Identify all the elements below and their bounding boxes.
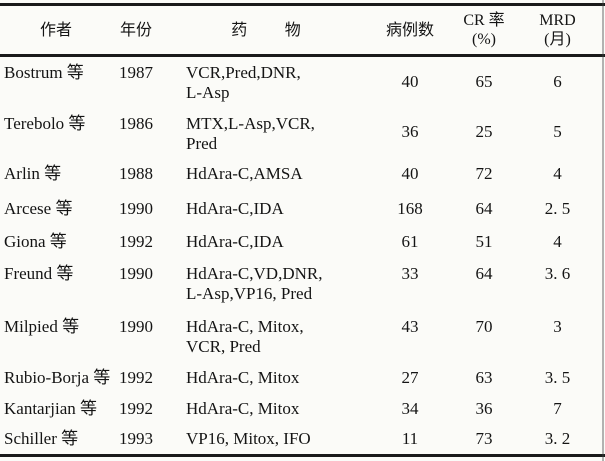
author-cell: Terebolo 等 <box>4 113 86 133</box>
year-cell: 1993 <box>119 429 153 449</box>
drugs-cell: HdAra-C,AMSA <box>160 156 372 192</box>
drug-line: L-Asp,VP16, Pred <box>186 283 313 303</box>
year-cell: 1992 <box>119 231 153 251</box>
drug-line: VCR,Pred,DNR, <box>186 63 301 82</box>
cases-cell: 36 <box>401 121 419 141</box>
table-body: Bostrum 等 1987 VCR,Pred,DNR, L-Asp 40 65 … <box>0 56 605 456</box>
drug-line: HdAra-C, Mitox, <box>186 316 304 336</box>
drug-line: MTX,L-Asp,VCR, <box>186 113 315 133</box>
author-cell: Freund 等 <box>4 263 74 283</box>
cr-rate-cell: 72 <box>475 163 493 183</box>
cases-cell: 27 <box>401 367 419 387</box>
drug-line: Pred <box>186 133 218 153</box>
author-cell: Schiller 等 <box>4 429 79 449</box>
mrd-cell: 3. 5 <box>544 367 571 387</box>
drug-line: HdAra-C,AMSA <box>186 163 303 183</box>
col-header-mrd-line2: (月) <box>544 31 571 48</box>
col-header-mrd-line1: MRD <box>539 12 576 29</box>
table-row: Bostrum 等 1987 VCR,Pred,DNR, L-Asp 40 65 … <box>0 56 605 108</box>
cases-cell: 43 <box>401 316 419 336</box>
cases-cell: 34 <box>401 399 419 418</box>
drug-line: HdAra-C,VD,DNR, <box>186 263 323 283</box>
col-header-year: 年份 <box>112 4 160 57</box>
drugs-cell: VCR,Pred,DNR, L-Asp <box>160 56 372 108</box>
drugs-cell: HdAra-C,IDA <box>160 192 372 226</box>
drug-line: VCR, Pred <box>186 336 261 356</box>
drugs-cell: HdAra-C,IDA <box>160 226 372 258</box>
table-row: Arcese 等 1990 HdAra-C,IDA 168 64 2. 5 <box>0 192 605 226</box>
author-cell: Giona 等 <box>4 231 67 251</box>
cr-rate-cell: 73 <box>475 429 493 449</box>
table-header-row: 作者 年份 药 物 病例数 CR 率 (%) MRD (月) <box>0 4 605 57</box>
drug-line: HdAra-C,IDA <box>186 231 284 251</box>
cr-rate-cell: 36 <box>475 399 493 418</box>
mrd-cell: 6 <box>553 72 562 92</box>
author-cell: Milpied 等 <box>4 316 80 336</box>
cr-rate-cell: 51 <box>475 231 493 251</box>
drugs-cell: MTX,L-Asp,VCR, Pred <box>160 108 372 156</box>
table-row: Schiller 等 1993 VP16, Mitox, IFO 11 73 3… <box>0 425 605 456</box>
drug-line: VP16, Mitox, IFO <box>186 429 311 449</box>
year-cell: 1988 <box>119 163 153 183</box>
mrd-cell: 5 <box>553 121 562 141</box>
drugs-cell: HdAra-C,VD,DNR, L-Asp,VP16, Pred <box>160 258 372 311</box>
scan-edge-artifact <box>602 0 604 461</box>
table-row: Giona 等 1992 HdAra-C,IDA 61 51 4 <box>0 226 605 258</box>
drugs-cell: HdAra-C, Mitox <box>160 394 372 425</box>
cases-cell: 11 <box>401 429 419 449</box>
col-header-drugs: 药 物 <box>160 4 372 57</box>
cases-cell: 40 <box>401 163 419 183</box>
year-cell: 1992 <box>119 367 153 387</box>
table-row: Rubio-Borja 等 1992 HdAra-C, Mitox 27 63 … <box>0 362 605 394</box>
mrd-cell: 2. 5 <box>544 198 571 218</box>
cr-rate-cell: 25 <box>475 121 493 141</box>
year-cell: 1986 <box>119 113 153 133</box>
drug-line: HdAra-C, Mitox <box>186 367 300 387</box>
drugs-cell: VP16, Mitox, IFO <box>160 425 372 456</box>
drug-line: L-Asp <box>186 83 230 102</box>
mrd-cell: 7 <box>553 399 562 418</box>
drugs-cell: HdAra-C, Mitox, VCR, Pred <box>160 311 372 362</box>
author-cell: Bostrum 等 <box>4 63 84 82</box>
cr-rate-cell: 65 <box>475 72 493 92</box>
cr-rate-cell: 70 <box>475 316 493 336</box>
author-cell: Rubio-Borja 等 <box>4 367 111 387</box>
cr-rate-cell: 64 <box>475 263 493 283</box>
author-cell: Arcese 等 <box>4 198 73 218</box>
year-cell: 1992 <box>119 399 153 418</box>
year-cell: 1990 <box>119 316 153 336</box>
mrd-cell: 3 <box>553 316 562 336</box>
drug-line: HdAra-C, Mitox <box>186 399 300 418</box>
cases-cell: 168 <box>397 198 423 218</box>
mrd-cell: 4 <box>553 163 562 183</box>
table-row: Milpied 等 1990 HdAra-C, Mitox, VCR, Pred … <box>0 311 605 362</box>
drug-line: HdAra-C,IDA <box>186 198 284 218</box>
literature-review-table: 作者 年份 药 物 病例数 CR 率 (%) MRD (月) Bostrum 等… <box>0 3 605 457</box>
author-cell: Kantarjian 等 <box>4 399 97 418</box>
col-header-cr-rate-line1: CR 率 <box>463 12 505 29</box>
table-row: Kantarjian 等 1992 HdAra-C, Mitox 34 36 7 <box>0 394 605 425</box>
drugs-cell: HdAra-C, Mitox <box>160 362 372 394</box>
cases-cell: 40 <box>401 72 419 92</box>
mrd-cell: 3. 2 <box>544 429 571 449</box>
mrd-cell: 4 <box>553 231 562 251</box>
cases-cell: 61 <box>401 231 419 251</box>
col-header-cr-rate: CR 率 (%) <box>448 4 520 57</box>
author-cell: Arlin 等 <box>4 163 62 183</box>
year-cell: 1987 <box>119 63 153 82</box>
mrd-cell: 3. 6 <box>544 263 571 283</box>
col-header-author: 作者 <box>0 4 112 57</box>
col-header-cases: 病例数 <box>372 4 448 57</box>
table-row: Arlin 等 1988 HdAra-C,AMSA 40 72 4 <box>0 156 605 192</box>
table-row: Terebolo 等 1986 MTX,L-Asp,VCR, Pred 36 25… <box>0 108 605 156</box>
cases-cell: 33 <box>401 263 419 283</box>
cr-rate-cell: 63 <box>475 367 493 387</box>
table-row: Freund 等 1990 HdAra-C,VD,DNR, L-Asp,VP16,… <box>0 258 605 311</box>
cr-rate-cell: 64 <box>475 198 493 218</box>
year-cell: 1990 <box>119 198 153 218</box>
col-header-mrd: MRD (月) <box>520 4 605 57</box>
col-header-cr-rate-line2: (%) <box>472 31 496 48</box>
year-cell: 1990 <box>119 263 153 283</box>
